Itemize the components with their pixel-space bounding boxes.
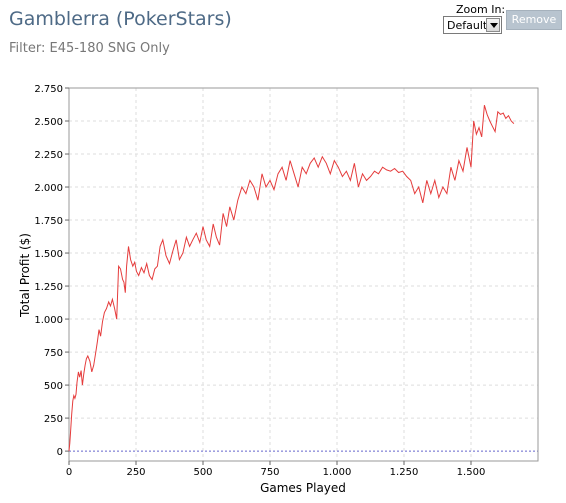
x-tick-label: 500 [193,467,212,478]
x-axis-label: Games Played [260,481,346,495]
x-tick-label: 1.500 [457,467,486,478]
y-tick-label: 0 [57,447,63,458]
zoom-label: Zoom In: [456,3,506,16]
y-tick-label: 2.750 [34,84,63,95]
y-tick-label: 250 [44,414,63,425]
x-tick-label: 1.250 [390,467,419,478]
y-tick-label: 1.250 [34,282,63,293]
chevron-down-icon[interactable] [486,18,500,32]
plot-frame [68,87,539,462]
y-tick-label: 500 [44,381,63,392]
y-tick-label: 2.250 [34,150,63,161]
x-tick-label: 250 [126,467,145,478]
y-tick-label: 2.500 [34,117,63,128]
y-axis-label: Total Profit ($) [18,233,32,318]
page-title: Gamblerra (PokerStars) [9,8,232,30]
remove-button[interactable]: Remove [506,10,562,30]
y-tick-label: 2.000 [34,183,63,194]
zoom-select-value: Default [447,19,488,32]
x-tick-label: 0 [66,467,72,478]
y-tick-label: 1.500 [34,249,63,260]
axis-ticks: 0 250 500 750 1.000 1.250 1.500 1.750 2.000 2.250… [34,84,485,478]
profit-series-line [68,105,515,452]
x-tick-label: 750 [260,467,279,478]
y-tick-label: 1.000 [34,315,63,326]
y-tick-label: 750 [44,348,63,359]
x-tick-label: 1.000 [323,467,352,478]
y-tick-label: 1.750 [34,216,63,227]
filter-label: Filter: E45-180 SNG Only [9,41,170,56]
zoom-select[interactable]: Default [443,16,502,34]
